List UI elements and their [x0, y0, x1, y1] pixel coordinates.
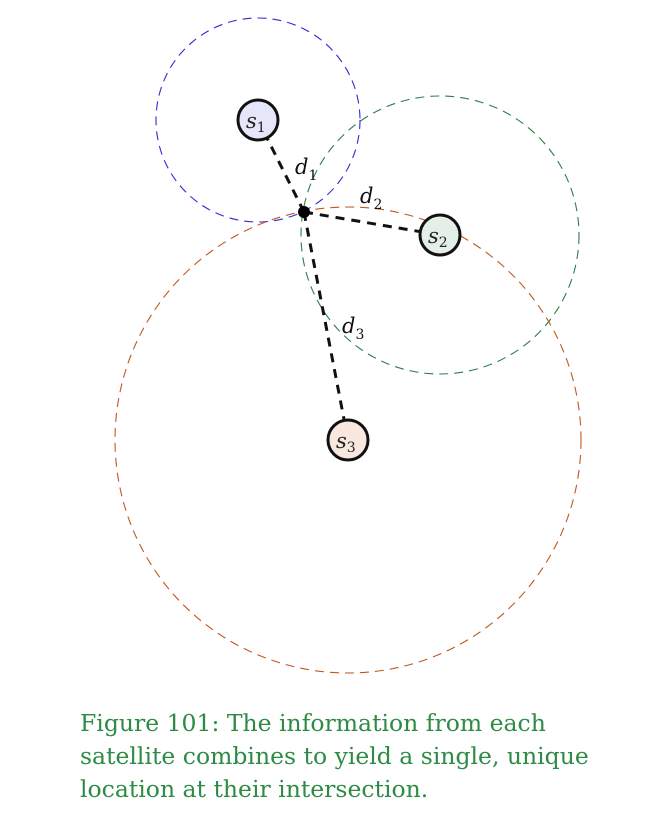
satellite-2-label-sub: 2	[439, 235, 448, 251]
satellite-1: s1	[236, 98, 280, 142]
satellite-3-label-sub: 3	[347, 440, 356, 456]
distance-label-3: d3	[342, 314, 364, 343]
satellite-1-label: s1	[246, 109, 266, 136]
satellite-1-label-base: s	[246, 109, 257, 133]
distance-label-2: d2	[360, 184, 382, 213]
range-circle-2	[300, 95, 580, 375]
distance-label-3-base: d	[342, 314, 355, 338]
range-circle-1	[155, 17, 361, 223]
figure-caption: Figure 101: The information from each sa…	[80, 709, 589, 803]
satellite-3-label-base: s	[336, 429, 347, 453]
satellite-2-label-base: s	[428, 224, 439, 248]
satellite-2-node	[418, 213, 462, 257]
distance-line-3	[302, 211, 350, 441]
satellite-2: s2	[418, 213, 462, 257]
satellite-1-node	[236, 98, 280, 142]
distance-label-1-base: d	[295, 155, 308, 179]
distance-label-1-sub: 1	[308, 168, 317, 184]
satellite-1-label-sub: 1	[257, 120, 266, 136]
location-point	[298, 206, 310, 218]
distance-label-2-sub: 2	[373, 197, 382, 213]
distance-label-2-base: d	[360, 184, 373, 208]
satellite-3-label: s3	[336, 429, 356, 456]
distance-label-3-sub: 3	[355, 327, 364, 343]
satellite-2-label: s2	[428, 224, 448, 251]
satellite-3: s3	[326, 418, 370, 462]
satellite-3-node	[326, 418, 370, 462]
distance-label-1: d1	[295, 155, 317, 184]
trilateration-diagram: d1 d2 d3 s1 s2 s3	[114, 17, 582, 674]
distance-line-2	[303, 210, 441, 237]
range-circle-3	[114, 206, 582, 674]
